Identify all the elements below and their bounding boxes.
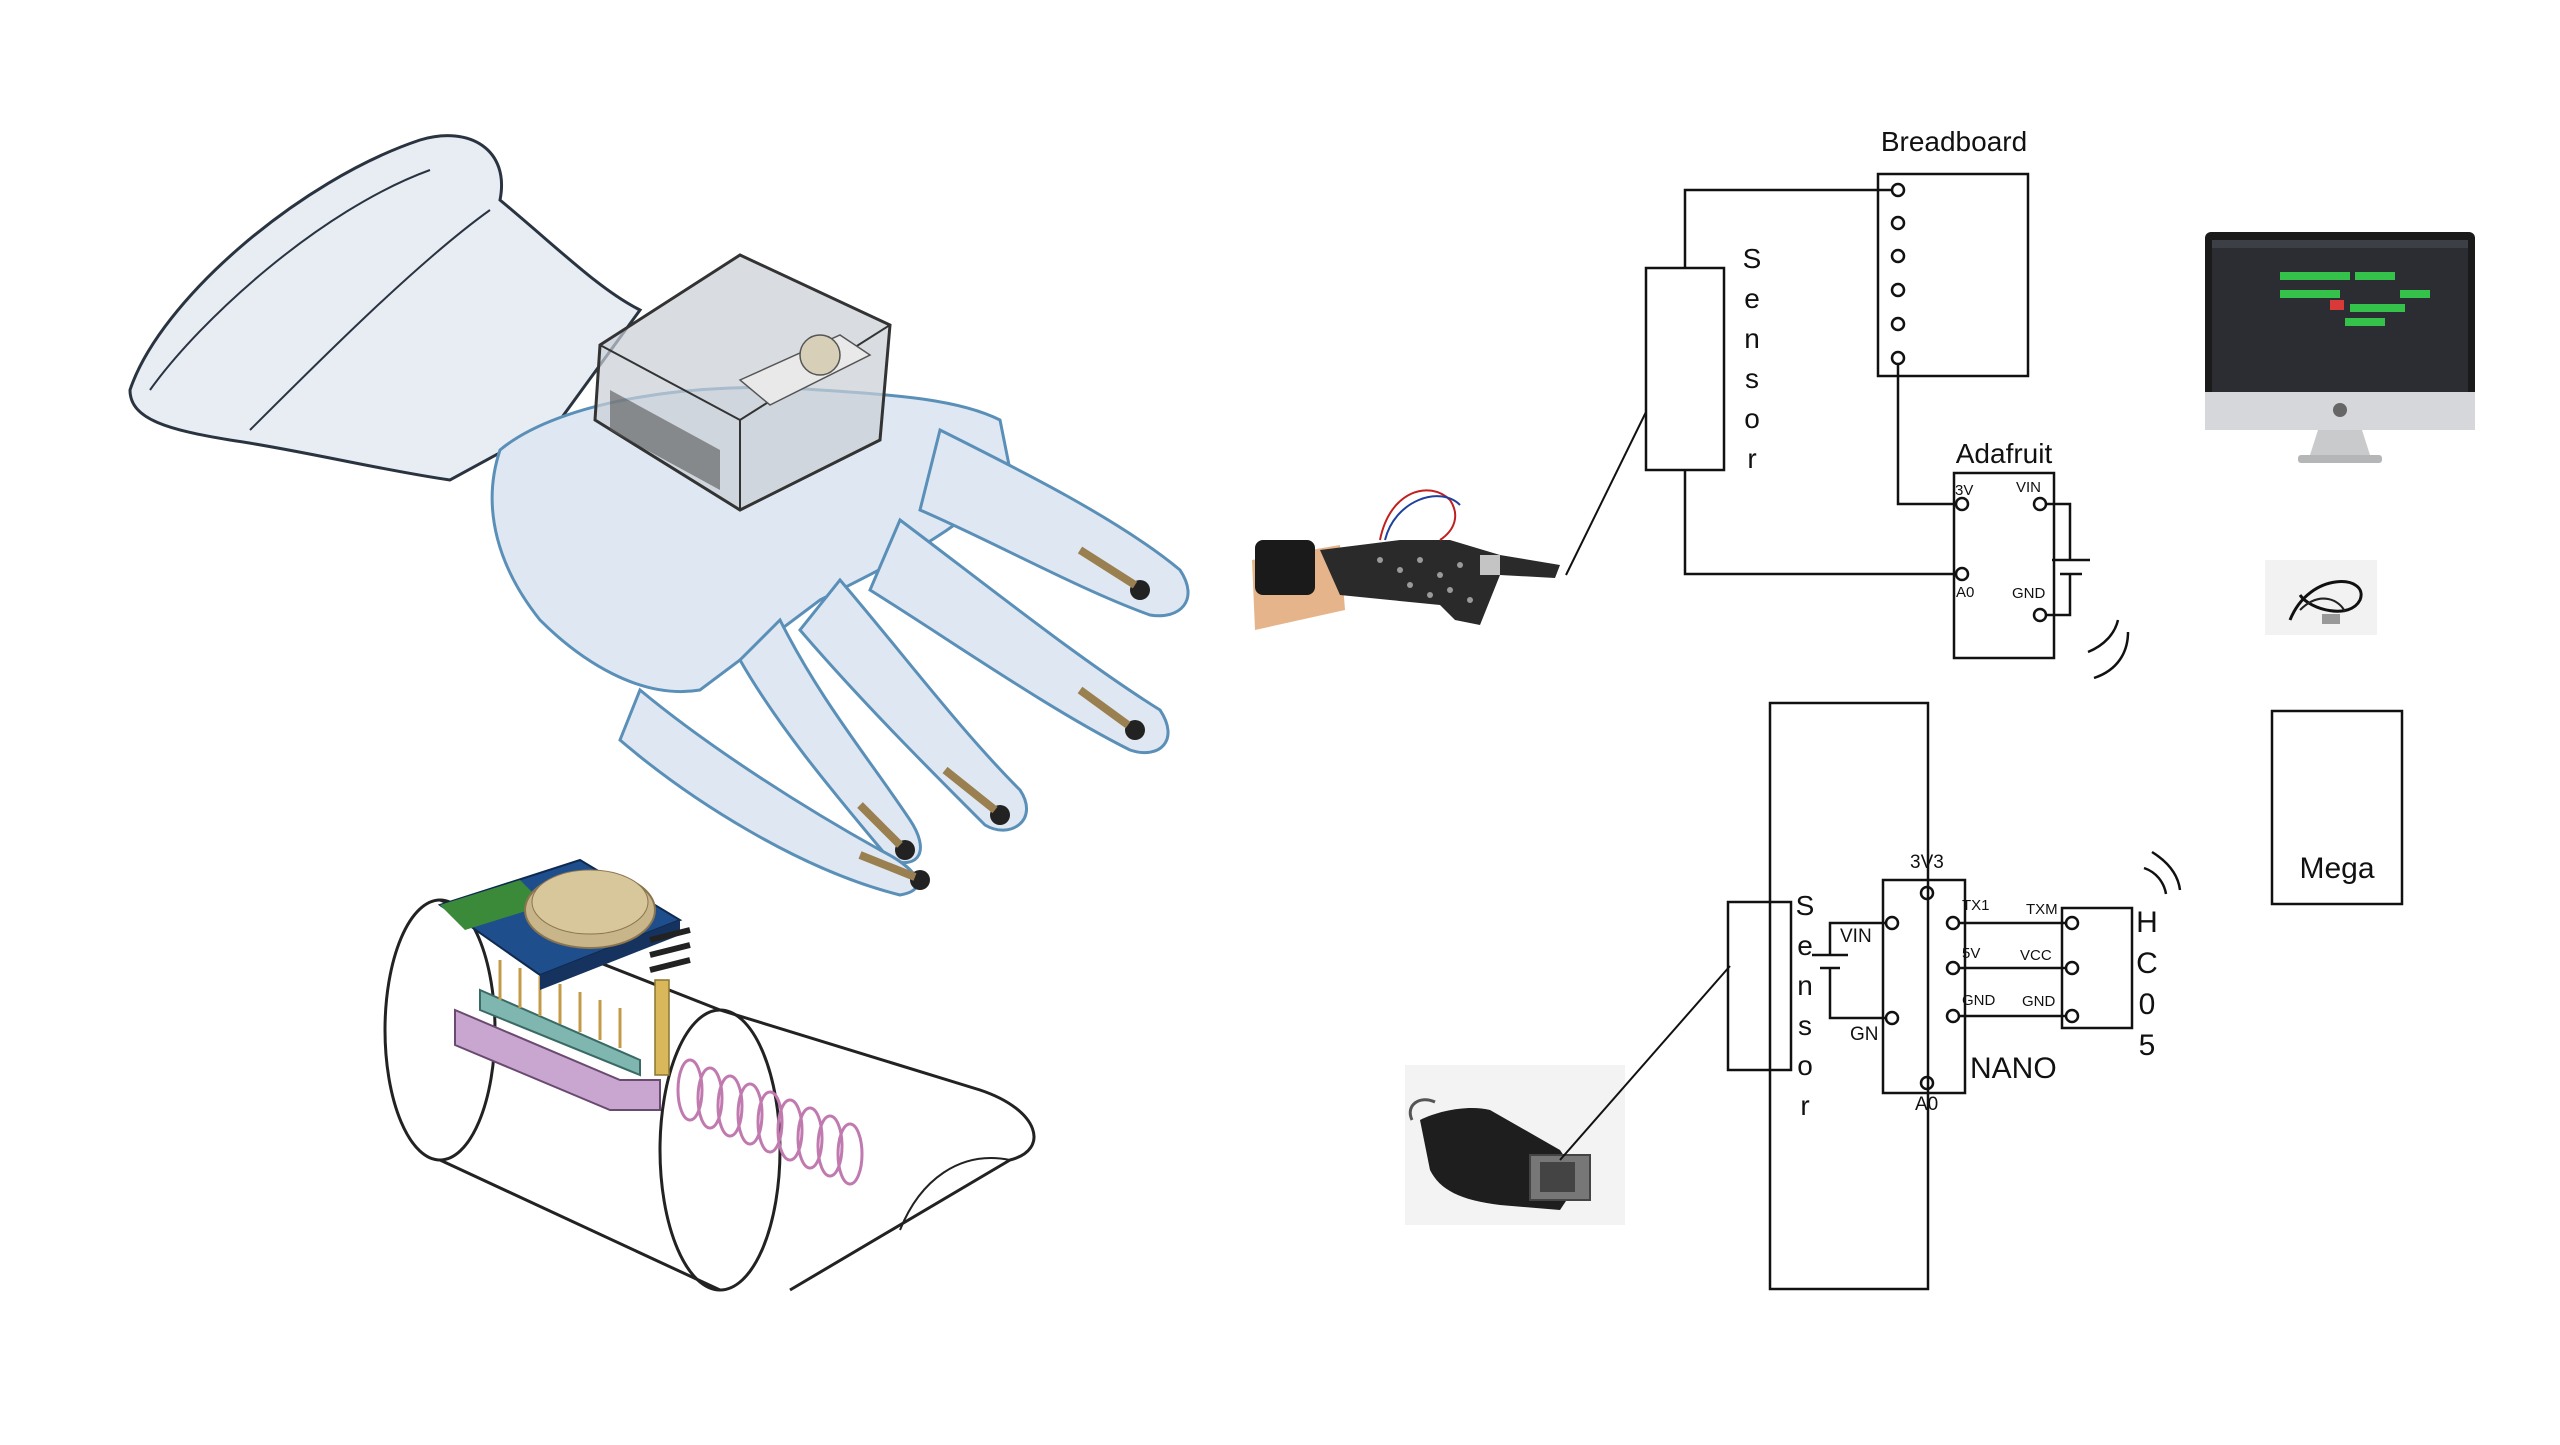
bottom-breadboard-box [1768, 701, 1930, 1291]
nano-pin-tx1: TX1 [1962, 897, 1990, 914]
nano-pin-a0: A0 [1915, 1094, 1938, 1115]
bottom-sensor-letter: s [1798, 1010, 1812, 1041]
bottom-sensor-letter: o [1797, 1050, 1813, 1081]
top-sensor-letter: e [1744, 283, 1760, 314]
bottom-sensor-letter: n [1797, 970, 1813, 1001]
nano-pin-5v: 5V [1962, 945, 1980, 962]
top-sensor-letter: r [1747, 443, 1756, 474]
adafruit-pin-3v: 3V [1955, 482, 1973, 499]
bottom-sensor-letter: S [1796, 890, 1815, 921]
bottom-circuit [1559, 701, 2182, 1291]
adafruit-pin-a0: A0 [1956, 584, 1974, 601]
nano-pin-3v3: 3V3 [1910, 852, 1944, 873]
mega-box [2270, 709, 2404, 906]
breadboard-label: Breadboard [1881, 126, 2027, 157]
bottom-sensor-letter: e [1797, 930, 1813, 961]
breadboard-box [1876, 172, 2030, 378]
bottom-sensor-box [1726, 900, 1793, 1072]
top-sensor-letter: n [1744, 323, 1760, 354]
nano-box [1881, 878, 1967, 1095]
adafruit-box [1952, 471, 2056, 660]
hc05-letter: C [2136, 947, 2158, 980]
bottom-circuit-labels: S e n s o r VIN GN 3V3 TX1 5V GND A0 NAN… [1796, 852, 2158, 1121]
hc05-pin-vcc: VCC [2020, 947, 2052, 964]
hc05-letter: 0 [2139, 988, 2156, 1021]
top-circuit [1565, 172, 2130, 680]
top-circuit-labels: Breadboard S e n s o r Adafruit 3V VIN A… [1743, 126, 2053, 602]
mega-label: Mega [2299, 852, 2374, 885]
top-sensor-letter: o [1744, 403, 1760, 434]
adafruit-pin-vin: VIN [2016, 479, 2041, 496]
top-sensor-box [1644, 266, 1726, 472]
glove-illustration [128, 134, 1190, 897]
glove-photo [1250, 489, 1570, 640]
hc05-letter: 5 [2139, 1029, 2156, 1062]
adafruit-label: Adafruit [1956, 438, 2053, 469]
battery-pin-vin: VIN [1840, 926, 1872, 947]
nano-pin-gnd: GND [1962, 992, 1996, 1009]
hc05-letter: H [2136, 906, 2158, 939]
nano-label: NANO [1970, 1052, 2057, 1085]
battery-pin-gnd: GN [1850, 1024, 1879, 1045]
wristband-module-illustration [383, 858, 1036, 1292]
mega-board: Mega [2270, 709, 2404, 906]
adafruit-pin-gnd: GND [2012, 585, 2046, 602]
hc05-pin-txm: TXM [2026, 901, 2058, 918]
top-sensor-letter: S [1743, 243, 1762, 274]
hc05-pin-gnd: GND [2022, 993, 2056, 1010]
usb-cable-icon [2265, 560, 2377, 635]
whistle-photo [1405, 1065, 1625, 1225]
top-sensor-letter: s [1745, 363, 1759, 394]
bottom-sensor-letter: r [1800, 1090, 1809, 1121]
imac-computer-icon [2205, 232, 2475, 463]
